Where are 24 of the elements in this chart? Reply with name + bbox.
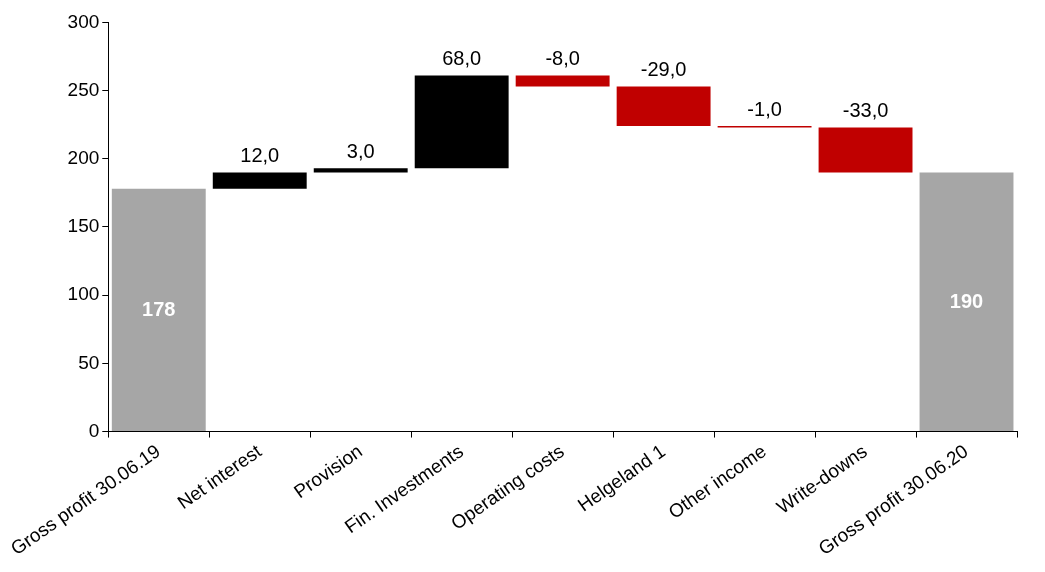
y-tick-label: 300 <box>67 10 100 32</box>
data-label: 3,0 <box>346 139 375 162</box>
y-tick-label: 250 <box>67 78 100 100</box>
y-tick-label: 200 <box>67 147 100 169</box>
bar <box>212 172 307 189</box>
y-tick-label: 50 <box>78 351 100 373</box>
bar <box>313 168 408 173</box>
bar <box>515 75 610 87</box>
data-label: 178 <box>142 297 176 320</box>
data-label: -1,0 <box>747 97 782 120</box>
y-tick-label: 100 <box>67 283 100 305</box>
bar <box>111 188 206 432</box>
y-tick-label: 0 <box>88 419 100 441</box>
data-label: -29,0 <box>640 58 687 81</box>
bar <box>818 127 913 173</box>
bar <box>919 172 1014 432</box>
data-label: -8,0 <box>545 47 580 70</box>
bar <box>616 86 711 127</box>
data-label: 68,0 <box>442 47 482 70</box>
data-label: -33,0 <box>842 98 889 121</box>
y-tick-label: 150 <box>67 215 100 237</box>
bar <box>414 75 509 169</box>
data-label: 190 <box>949 289 984 312</box>
data-label: 12,0 <box>240 143 280 166</box>
